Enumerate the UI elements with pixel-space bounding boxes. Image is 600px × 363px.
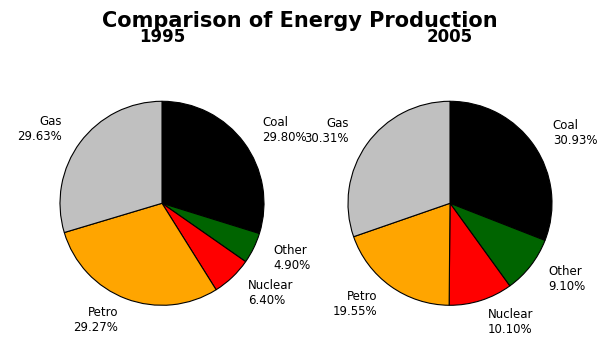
Wedge shape — [60, 101, 162, 233]
Wedge shape — [348, 101, 450, 237]
Text: Gas
29.63%: Gas 29.63% — [17, 115, 62, 143]
Wedge shape — [64, 203, 216, 305]
Text: Coal
29.80%: Coal 29.80% — [262, 115, 307, 143]
Text: Coal
30.93%: Coal 30.93% — [553, 119, 597, 147]
Title: 2005: 2005 — [427, 28, 473, 46]
Text: Petro
19.55%: Petro 19.55% — [333, 290, 377, 318]
Wedge shape — [449, 203, 510, 305]
Wedge shape — [450, 203, 545, 286]
Wedge shape — [162, 101, 264, 233]
Text: Nuclear
10.10%: Nuclear 10.10% — [488, 308, 533, 336]
Wedge shape — [353, 203, 450, 305]
Text: Other
4.90%: Other 4.90% — [274, 244, 311, 272]
Text: Comparison of Energy Production: Comparison of Energy Production — [102, 11, 498, 31]
Wedge shape — [450, 101, 552, 240]
Text: Other
9.10%: Other 9.10% — [548, 265, 586, 293]
Title: 1995: 1995 — [139, 28, 185, 46]
Wedge shape — [162, 203, 245, 290]
Text: Petro
29.27%: Petro 29.27% — [73, 306, 118, 334]
Wedge shape — [162, 203, 259, 262]
Text: Gas
30.31%: Gas 30.31% — [304, 117, 349, 145]
Text: Nuclear
6.40%: Nuclear 6.40% — [248, 280, 293, 307]
